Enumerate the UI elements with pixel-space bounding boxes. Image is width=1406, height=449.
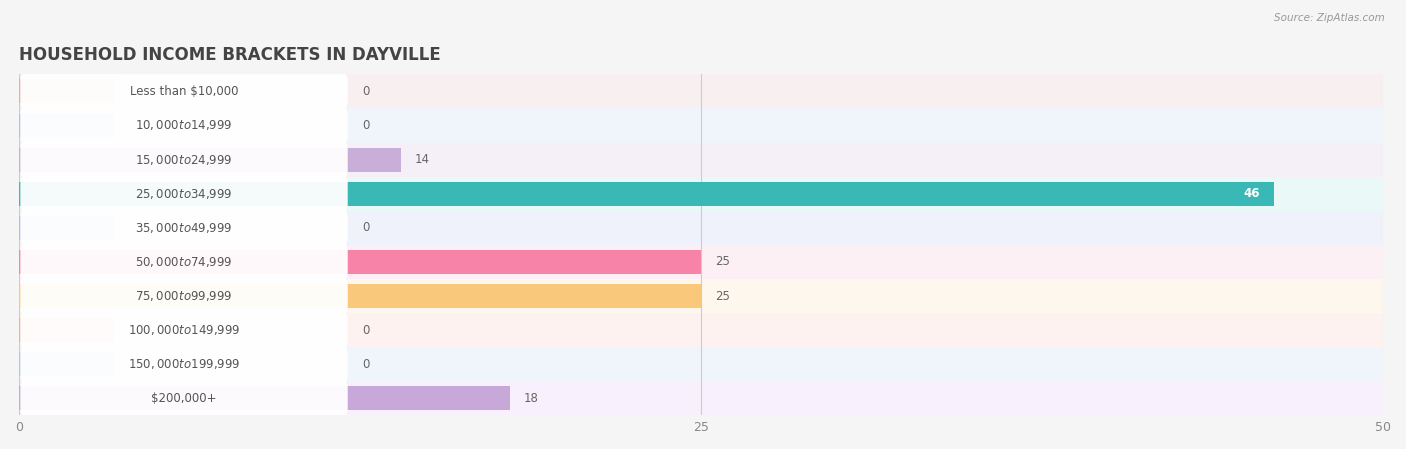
Text: $35,000 to $49,999: $35,000 to $49,999 [135, 221, 233, 235]
FancyBboxPatch shape [20, 345, 347, 383]
FancyBboxPatch shape [20, 209, 347, 247]
Bar [20, 148, 401, 172]
FancyBboxPatch shape [20, 277, 347, 315]
Text: 0: 0 [363, 85, 370, 98]
Bar [20, 114, 114, 137]
FancyBboxPatch shape [20, 141, 347, 179]
Text: $50,000 to $74,999: $50,000 to $74,999 [135, 255, 233, 269]
Text: HOUSEHOLD INCOME BRACKETS IN DAYVILLE: HOUSEHOLD INCOME BRACKETS IN DAYVILLE [20, 46, 440, 64]
Bar [20, 284, 702, 308]
FancyBboxPatch shape [20, 311, 347, 349]
Bar [20, 79, 114, 103]
Text: 46: 46 [1244, 187, 1260, 200]
Bar [20, 250, 702, 274]
Text: Less than $10,000: Less than $10,000 [129, 85, 238, 98]
Text: $25,000 to $34,999: $25,000 to $34,999 [135, 187, 233, 201]
Bar [20, 182, 1274, 206]
Text: $15,000 to $24,999: $15,000 to $24,999 [135, 153, 233, 167]
Text: $100,000 to $149,999: $100,000 to $149,999 [128, 323, 240, 337]
Bar [20, 347, 1384, 381]
FancyBboxPatch shape [20, 379, 347, 418]
FancyBboxPatch shape [20, 106, 347, 145]
Text: 0: 0 [363, 119, 370, 132]
Text: 14: 14 [415, 153, 430, 166]
Text: 0: 0 [363, 324, 370, 337]
FancyBboxPatch shape [20, 243, 347, 281]
Text: 25: 25 [714, 255, 730, 269]
Bar [20, 108, 1384, 142]
Bar [20, 211, 1384, 245]
Text: Source: ZipAtlas.com: Source: ZipAtlas.com [1274, 13, 1385, 23]
Text: 18: 18 [523, 392, 538, 405]
FancyBboxPatch shape [20, 72, 347, 110]
FancyBboxPatch shape [20, 175, 347, 213]
Bar [20, 387, 510, 410]
Bar [20, 75, 1384, 108]
Text: 0: 0 [363, 358, 370, 371]
Bar [20, 279, 1384, 313]
Text: $150,000 to $199,999: $150,000 to $199,999 [128, 357, 240, 371]
Text: $10,000 to $14,999: $10,000 to $14,999 [135, 119, 233, 132]
Text: $75,000 to $99,999: $75,000 to $99,999 [135, 289, 233, 303]
Bar [20, 318, 114, 342]
Text: $200,000+: $200,000+ [152, 392, 217, 405]
Text: 0: 0 [363, 221, 370, 234]
Text: 25: 25 [714, 290, 730, 303]
Bar [20, 142, 1384, 176]
Bar [20, 216, 114, 240]
Bar [20, 381, 1384, 415]
Bar [20, 176, 1384, 211]
Bar [20, 245, 1384, 279]
Bar [20, 352, 114, 376]
Bar [20, 313, 1384, 347]
